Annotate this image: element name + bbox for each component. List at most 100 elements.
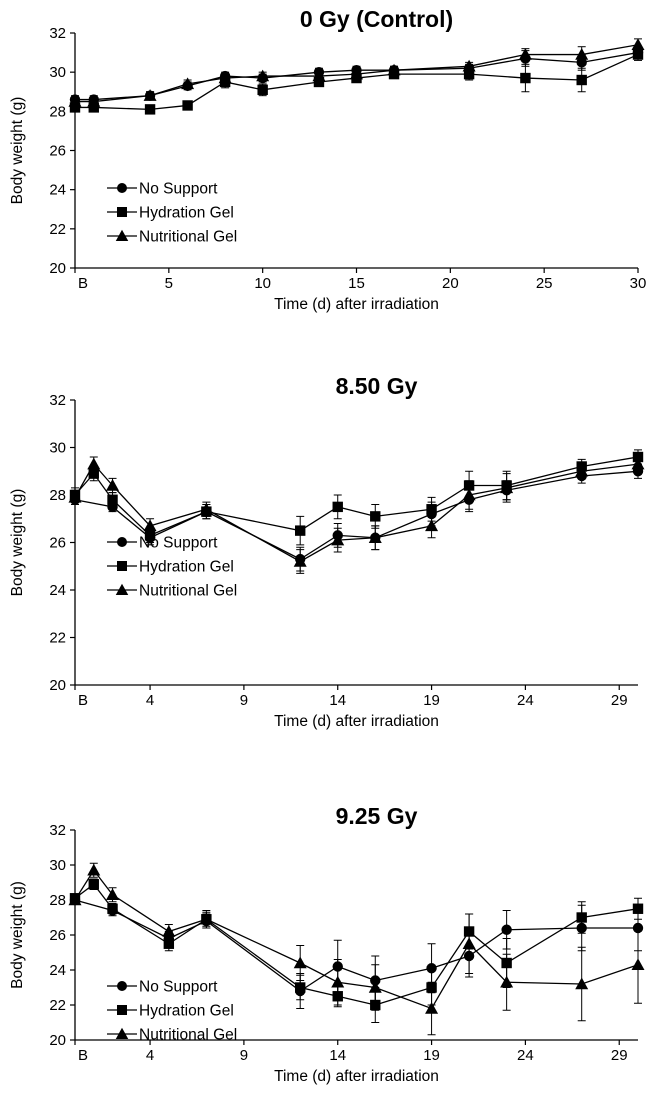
y-tick-label: 24 [49, 182, 66, 199]
data-point [107, 903, 118, 914]
y-tick-label: 30 [49, 64, 66, 81]
x-tick-label: 14 [329, 692, 346, 709]
data-point [218, 71, 232, 84]
x-tick-label: 25 [536, 275, 553, 292]
data-point [69, 102, 81, 113]
x-tick-label: B [78, 275, 88, 292]
data-point [312, 69, 326, 82]
data-point [501, 924, 512, 935]
data-point [144, 530, 156, 541]
legend: No Support Hydration Gel Nutritional Gel [107, 979, 237, 1044]
data-point [106, 479, 120, 491]
data-point [331, 975, 345, 988]
y-tick-label: 24 [49, 962, 66, 979]
data-point [257, 84, 268, 95]
data-point [293, 555, 307, 567]
x-tick-label: 24 [517, 692, 534, 709]
x-tick-label: 15 [348, 275, 365, 292]
y-tick-label: 20 [49, 1032, 66, 1049]
data-point [332, 501, 343, 513]
series-circle [69, 463, 644, 572]
data-point [575, 977, 589, 990]
x-tick-label: 10 [254, 275, 271, 292]
chart-title: 9.25 Gy [336, 803, 418, 829]
data-point [463, 68, 475, 80]
data-point [331, 533, 345, 546]
legend-marker-triangle [115, 583, 129, 595]
x-tick-label: 29 [611, 1047, 628, 1064]
legend-marker-circle [117, 981, 127, 991]
x-tick-label: 14 [329, 1047, 346, 1064]
data-point [88, 468, 99, 479]
data-point [182, 100, 193, 111]
legend-marker-square [117, 1005, 127, 1015]
data-point [350, 67, 363, 80]
data-point [426, 963, 437, 974]
data-point [462, 59, 476, 72]
x-axis-title: Time (d) after irradiation [274, 296, 439, 313]
y-tick-label: 28 [49, 103, 66, 120]
x-tick-label: 4 [146, 1047, 154, 1064]
x-tick-label: 19 [423, 692, 440, 709]
legend-marker-square [117, 561, 127, 571]
x-tick-label: 19 [423, 1047, 440, 1064]
x-tick-label: B [78, 1047, 88, 1064]
data-point [87, 457, 101, 470]
y-axis-title: Body weight (g) [9, 881, 26, 989]
x-tick-label: B [78, 692, 88, 709]
data-point [575, 48, 589, 60]
y-tick-label: 26 [49, 143, 66, 160]
x-axis-title: Time (d) after irradiation [274, 1068, 439, 1085]
legend-marker-triangle [115, 229, 129, 241]
series-square [69, 878, 644, 1023]
data-point [632, 49, 644, 60]
data-point [199, 502, 213, 515]
data-point [68, 893, 82, 906]
chart-title: 0 Gy (Control) [300, 6, 453, 32]
y-tick-label: 26 [49, 927, 66, 944]
x-tick-label: 9 [240, 1047, 248, 1064]
data-point [181, 77, 195, 90]
x-tick-label: 9 [240, 692, 248, 709]
series-line [74, 899, 638, 992]
data-point [87, 863, 101, 876]
data-point [313, 76, 325, 88]
x-tick-label: 29 [611, 692, 628, 709]
series-square [69, 48, 644, 115]
data-point [199, 912, 213, 925]
data-point [162, 925, 176, 937]
legend-label: Hydration Gel [139, 1003, 234, 1020]
y-tick-label: 28 [49, 892, 66, 909]
chart-title: 8.50 Gy [336, 373, 418, 399]
y-tick-label: 20 [49, 677, 66, 694]
chart-panel-850gy: 8.50 Gy 20 22 24 26 28 30 32 B 4 9 14 19 24 29 Time (d)… [9, 373, 645, 730]
legend-label: No Support [139, 181, 218, 198]
y-tick-label: 22 [49, 630, 66, 647]
data-point [387, 63, 401, 76]
data-point [143, 89, 157, 101]
chart-panel-0gy: 0 Gy (Control) 20 22 24 26 28 30 32 B 5 10 15 20 25 30… [9, 6, 646, 313]
series-triangle [68, 456, 645, 574]
data-point [293, 956, 307, 969]
data-point [425, 1002, 439, 1014]
data-point [370, 511, 381, 522]
legend-label: Hydration Gel [139, 205, 234, 222]
x-tick-label: 20 [442, 275, 459, 292]
legend-marker-circle [117, 183, 127, 193]
data-point [88, 879, 99, 890]
data-point [576, 912, 587, 923]
series-line [74, 470, 639, 560]
data-point [368, 531, 382, 543]
legend-marker-square [117, 207, 127, 217]
data-point [576, 74, 587, 86]
y-tick-label: 30 [49, 440, 66, 457]
data-point [520, 72, 531, 84]
legend-label: Nutritional Gel [139, 229, 237, 246]
data-point [256, 69, 270, 82]
y-tick-label: 28 [49, 487, 66, 504]
legend-label: Hydration Gel [139, 559, 234, 576]
chart-panel-925gy: 9.25 Gy 20 22 24 26 28 30 32 B 4 9 14 19 24 29 Time (d)… [9, 803, 645, 1085]
legend-label: No Support [139, 535, 218, 552]
data-point [462, 488, 476, 501]
data-point [144, 104, 156, 115]
